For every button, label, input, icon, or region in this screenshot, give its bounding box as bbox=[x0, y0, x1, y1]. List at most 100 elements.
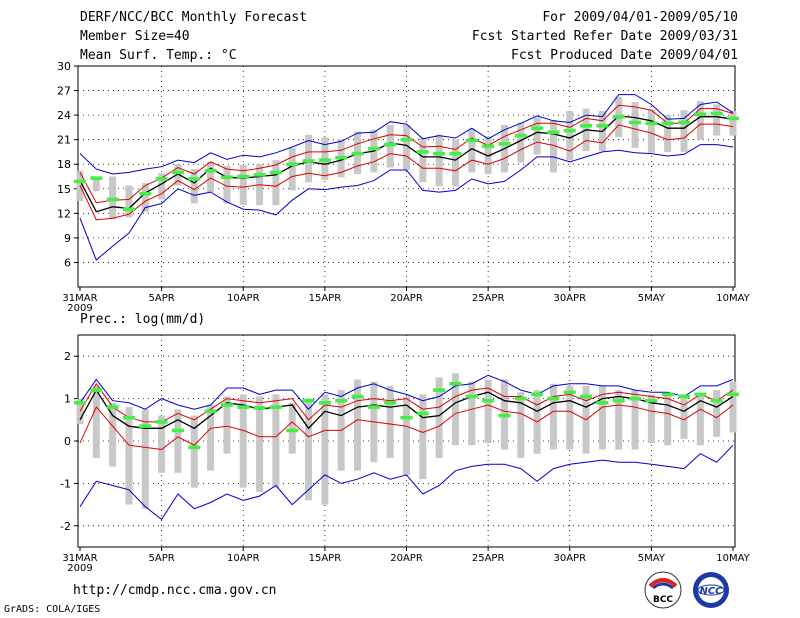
member-range-bar bbox=[76, 398, 84, 425]
member-range-bar bbox=[386, 385, 394, 458]
climatology-mark bbox=[318, 401, 331, 405]
climatology-mark bbox=[269, 170, 282, 175]
x-tick-label: 25APR bbox=[472, 553, 505, 564]
member-range-bar bbox=[664, 115, 672, 152]
y-tick-label: 0 bbox=[64, 435, 71, 448]
climatology-mark bbox=[694, 112, 707, 117]
series-ensemble-mean bbox=[79, 388, 734, 430]
climatology-mark bbox=[253, 173, 266, 177]
member-range-bar bbox=[713, 104, 721, 136]
climatology-mark bbox=[335, 398, 348, 403]
member-range-bar bbox=[190, 169, 198, 204]
x-tick-label: 30APR bbox=[553, 553, 586, 564]
y-tick-label: 6 bbox=[64, 256, 71, 269]
member-range-bar bbox=[680, 394, 688, 439]
series-minimum bbox=[79, 444, 734, 521]
member-range-bar bbox=[696, 101, 704, 140]
x-tick-label: 10MAY bbox=[716, 293, 750, 304]
member-range-bar bbox=[566, 385, 574, 450]
variable-label-temp: Mean Surf. Temp.: °C bbox=[80, 48, 237, 63]
climatology-mark bbox=[580, 394, 593, 399]
climatology-mark bbox=[204, 168, 217, 173]
member-range-bar bbox=[468, 129, 476, 173]
member-range-bar bbox=[729, 111, 737, 136]
member-range-bar bbox=[305, 134, 313, 183]
member-range-bar bbox=[207, 161, 215, 193]
member-range-bar bbox=[696, 394, 704, 446]
produced-date: Fcst Produced Date 2009/04/01 bbox=[511, 48, 738, 63]
member-range-bar bbox=[549, 383, 557, 450]
climatology-mark bbox=[433, 388, 446, 392]
climatology-mark bbox=[629, 120, 642, 125]
x-tick-label: 5MAY bbox=[638, 553, 666, 564]
member-range-bar bbox=[484, 379, 492, 444]
x-tick-sublabel: 2009 bbox=[67, 563, 92, 574]
climatology-mark bbox=[122, 207, 135, 212]
climatology-mark bbox=[106, 405, 119, 409]
member-size: Member Size=40 bbox=[80, 29, 190, 44]
member-range-bar bbox=[141, 183, 149, 212]
climatology-mark bbox=[74, 179, 86, 184]
climatology-mark bbox=[465, 394, 478, 399]
member-range-bar bbox=[190, 415, 198, 488]
climatology-mark bbox=[416, 411, 429, 416]
series-mean-spread bbox=[79, 382, 734, 423]
climatology-mark bbox=[645, 398, 658, 403]
climatology-mark bbox=[596, 123, 609, 128]
source-url[interactable]: http://cmdp.ncc.cma.gov.cn bbox=[73, 583, 277, 598]
y-tick-label: 27 bbox=[57, 85, 71, 98]
climatology-mark bbox=[106, 197, 119, 202]
y-tick-label: 15 bbox=[57, 183, 71, 196]
precip-panel-title: Prec.: log(mm/d) bbox=[80, 312, 205, 327]
climatology-mark bbox=[531, 126, 544, 131]
member-range-bar bbox=[484, 136, 492, 175]
bcc-logo: BCC bbox=[644, 571, 682, 609]
series-mean-spread bbox=[79, 104, 734, 204]
climatology-mark bbox=[465, 138, 478, 143]
y-tick-label: 30 bbox=[57, 60, 71, 73]
climatology-mark bbox=[482, 398, 495, 403]
climatology-mark bbox=[318, 158, 331, 162]
member-range-bar bbox=[239, 165, 247, 206]
climatology-mark bbox=[351, 394, 364, 399]
member-range-bar bbox=[566, 111, 574, 161]
member-range-bar bbox=[435, 134, 443, 187]
member-range-bar bbox=[517, 122, 525, 163]
climatology-mark bbox=[74, 401, 86, 405]
member-range-bar bbox=[647, 109, 655, 153]
x-tick-label: 5MAY bbox=[638, 293, 666, 304]
climatology-mark bbox=[237, 405, 250, 409]
climatology-mark bbox=[661, 121, 674, 126]
member-range-bar bbox=[713, 390, 721, 437]
member-range-bar bbox=[288, 402, 296, 454]
x-tick-label: 30APR bbox=[553, 293, 586, 304]
member-range-bar bbox=[207, 404, 215, 471]
member-range-bar bbox=[664, 392, 672, 446]
climatology-mark bbox=[155, 177, 168, 181]
grads-credit: GrADS: COLA/IGES bbox=[4, 604, 101, 615]
member-range-bar bbox=[109, 402, 117, 467]
climatology-mark bbox=[482, 144, 495, 149]
climatology-mark bbox=[302, 398, 315, 403]
climatology-mark bbox=[188, 445, 201, 450]
member-range-bar bbox=[256, 396, 264, 492]
x-tick-label: 20APR bbox=[390, 293, 423, 304]
climatology-mark bbox=[498, 141, 511, 146]
member-range-bar bbox=[451, 373, 459, 446]
climatology-mark bbox=[384, 142, 397, 147]
climatology-mark bbox=[645, 121, 658, 126]
climatology-mark bbox=[171, 170, 184, 175]
x-tick-label: 20APR bbox=[390, 553, 423, 564]
climatology-mark bbox=[531, 392, 544, 397]
y-tick-label: 12 bbox=[57, 207, 71, 220]
member-range-bar bbox=[223, 396, 231, 454]
member-range-bar bbox=[647, 394, 655, 444]
climatology-mark bbox=[563, 128, 576, 133]
ncc-logo: NCC bbox=[693, 572, 729, 608]
climatology-mark bbox=[335, 155, 348, 160]
climatology-mark bbox=[612, 114, 625, 119]
member-range-bar bbox=[631, 102, 639, 148]
climatology-mark bbox=[237, 174, 250, 179]
climatology-mark bbox=[188, 177, 201, 181]
climatology-mark bbox=[220, 175, 233, 180]
